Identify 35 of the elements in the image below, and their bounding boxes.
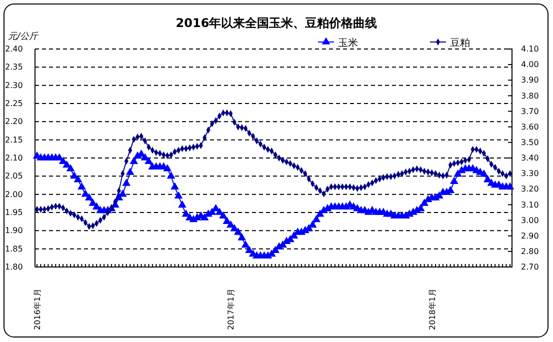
y-tick-label: 2.20 — [5, 117, 23, 126]
x-tick-label: 2017年1月 — [226, 288, 236, 330]
y2-tick-label: 3.70 — [521, 106, 539, 116]
y-tick-label: 1.90 — [5, 226, 23, 236]
y2-tick-label: 2.90 — [521, 231, 539, 240]
chart-title: 2016年以来全国玉米、豆粕价格曲线 — [176, 16, 378, 30]
legend-label: 玉米 — [338, 37, 358, 49]
y2-tick-label: 3.30 — [521, 169, 539, 178]
y-tick-label: 2.00 — [5, 190, 23, 199]
y-axis-title: 元/公斤 — [8, 31, 40, 42]
y2-tick-label: 3.50 — [521, 138, 539, 147]
y2-tick-label: 3.00 — [521, 216, 539, 225]
y-tick-label: 2.05 — [5, 172, 23, 181]
y-tick-label: 2.40 — [5, 44, 23, 54]
x-tick-label: 2018年1月 — [428, 288, 437, 330]
y-tick-label: 2.10 — [5, 154, 23, 163]
y-tick-label: 2.15 — [5, 135, 23, 144]
y-tick-label: 1.80 — [5, 262, 23, 272]
y-tick-label: 1.85 — [5, 244, 23, 254]
y2-tick-label: 3.20 — [521, 184, 539, 194]
legend-label: 豆粕 — [450, 38, 470, 49]
x-tick-label: 2016年1月 — [33, 288, 42, 330]
y-tick-label: 2.30 — [5, 80, 23, 90]
y2-tick-label: 2.80 — [521, 246, 539, 256]
y-tick-label: 2.25 — [5, 99, 23, 108]
y-tick-label: 1.95 — [5, 208, 23, 218]
y-tick-label: 2.35 — [5, 62, 23, 72]
y2-tick-label: 3.80 — [521, 91, 539, 100]
y2-tick-label: 2.70 — [521, 262, 539, 272]
y2-tick-label: 4.00 — [521, 60, 539, 70]
y2-tick-label: 3.40 — [521, 154, 539, 163]
y2-tick-label: 3.90 — [521, 76, 539, 85]
y2-tick-label: 4.10 — [521, 44, 539, 54]
y2-tick-label: 3.60 — [521, 122, 539, 132]
y2-tick-label: 3.10 — [521, 200, 539, 210]
